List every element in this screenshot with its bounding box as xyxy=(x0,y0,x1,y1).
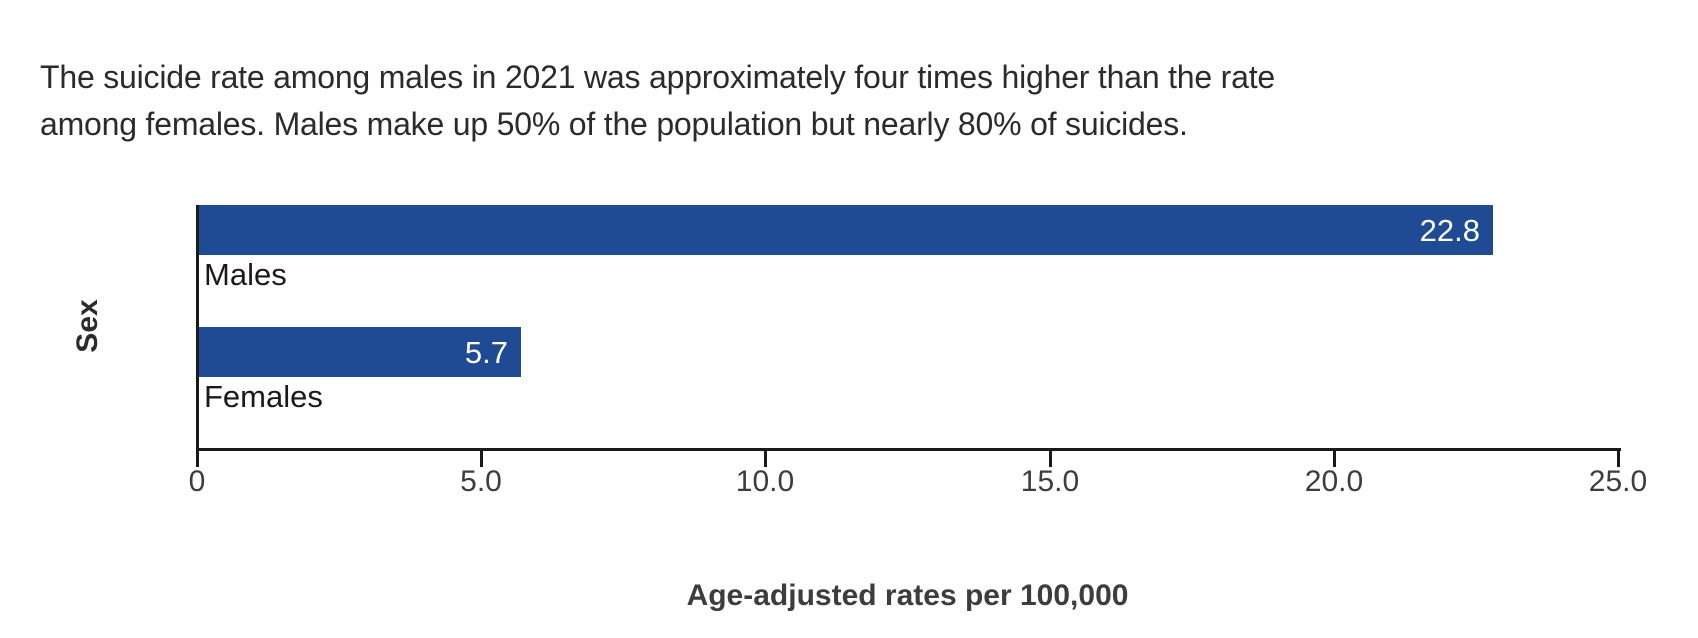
x-tick-label-0: 0 xyxy=(188,465,206,498)
bar-males: 22.8 xyxy=(197,205,1493,255)
bar-value-label-females: 5.7 xyxy=(464,335,508,370)
plot-area: 22.8 Males 5.7 Females 0 5.0 10.0 15.0 20.0 25.0 xyxy=(189,205,1647,498)
x-tick-label-20.0: 20.0 xyxy=(1304,465,1364,498)
x-axis-line xyxy=(196,448,1621,451)
bar-value-label-males: 22.8 xyxy=(1419,213,1480,248)
x-tick-label-10.0: 10.0 xyxy=(735,465,795,498)
x-tick-label-15.0: 15.0 xyxy=(1020,465,1080,498)
chart-title: The suicide rate among males in 2021 was… xyxy=(40,54,1275,148)
category-label-females: Females xyxy=(204,379,323,414)
x-tick-mark-15.0 xyxy=(1049,450,1052,467)
y-axis-line xyxy=(196,205,199,451)
x-tick-mark-25.0 xyxy=(1617,450,1620,467)
x-tick-mark-0 xyxy=(196,450,199,467)
x-axis-title: Age-adjusted rates per 100,000 xyxy=(686,579,1129,612)
x-tick-label-5.0: 5.0 xyxy=(460,465,502,498)
y-axis-title: Sex xyxy=(71,299,104,353)
chart-title-line-1: The suicide rate among males in 2021 was… xyxy=(40,59,1276,95)
x-tick-label-25.0: 25.0 xyxy=(1588,465,1648,498)
bar-females: 5.7 xyxy=(197,327,521,377)
x-tick-mark-5.0 xyxy=(480,450,483,467)
x-tick-mark-10.0 xyxy=(764,450,767,467)
category-label-males: Males xyxy=(204,257,287,292)
chart-title-line-2: among females. Males make up 50% of the … xyxy=(40,106,1188,142)
x-tick-mark-20.0 xyxy=(1333,450,1336,467)
